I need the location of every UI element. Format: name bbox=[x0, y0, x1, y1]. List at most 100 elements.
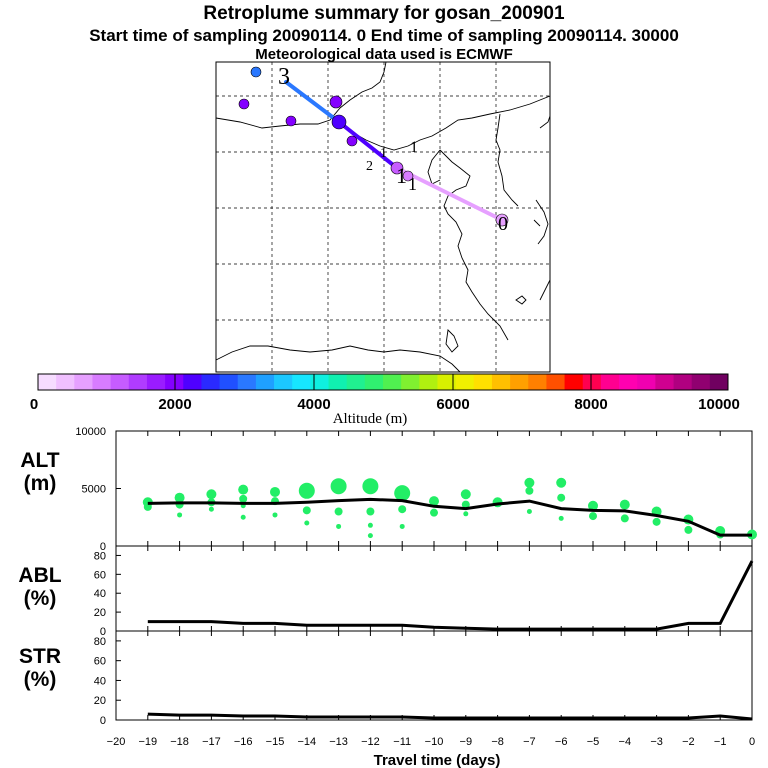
x-tick-label: −3 bbox=[650, 736, 663, 748]
altitude-point bbox=[652, 517, 661, 526]
abl-panel-label: ABL (%) bbox=[18, 564, 61, 610]
altitude-point bbox=[367, 533, 373, 539]
x-tick-label: −14 bbox=[297, 736, 316, 748]
trajectory-marker bbox=[329, 95, 343, 109]
colorbar-swatch bbox=[237, 374, 257, 390]
trajectory-marker bbox=[250, 66, 262, 78]
y-tick-label: 60 bbox=[94, 569, 106, 581]
y-tick-label: 80 bbox=[94, 550, 106, 562]
altitude-point bbox=[174, 492, 185, 503]
y-tick-label: 40 bbox=[94, 675, 106, 687]
colorbar-tick-label: 0 bbox=[30, 396, 38, 413]
colorbar-swatch bbox=[274, 374, 293, 390]
colorbar-swatch bbox=[419, 374, 438, 390]
trajectory-marker bbox=[346, 135, 358, 147]
chart-title: Retroplume summary for gosan_200901 bbox=[203, 3, 565, 24]
altitude-point bbox=[366, 507, 375, 516]
altitude-point bbox=[398, 505, 407, 514]
trajectory-marker bbox=[390, 161, 404, 175]
colorbar-swatch bbox=[201, 374, 220, 390]
altitude-point bbox=[588, 500, 598, 511]
x-tick-label: 0 bbox=[749, 736, 755, 748]
trajectory-day-label: 0 bbox=[498, 213, 508, 235]
altitude-point bbox=[367, 522, 373, 528]
x-tick-label: −9 bbox=[460, 736, 473, 748]
altitude-point bbox=[460, 489, 471, 500]
altitude-colorbar bbox=[37, 373, 729, 391]
trajectory-day-label: 1 bbox=[410, 139, 418, 156]
trajectory-marker bbox=[331, 114, 347, 130]
colorbar-swatch bbox=[655, 374, 674, 390]
alt-panel-label: ALT (m) bbox=[20, 449, 59, 495]
altitude-point bbox=[557, 493, 566, 502]
trajectory-day-label: 2 bbox=[366, 159, 373, 174]
x-tick-label: −20 bbox=[107, 736, 126, 748]
abl-line bbox=[147, 560, 754, 631]
trajectory-marker bbox=[402, 170, 414, 182]
met-data-text: Meteorological data used is ECMWF bbox=[255, 46, 513, 63]
abl-panel: 0 20 40 60 80 bbox=[94, 546, 754, 638]
x-tick-label: −16 bbox=[234, 736, 253, 748]
colorbar-swatch bbox=[691, 374, 711, 390]
colorbar-title: Altitude (m) bbox=[333, 411, 408, 427]
str-panel: 0 20 40 60 80 bbox=[94, 631, 753, 727]
x-tick-label: −2 bbox=[682, 736, 695, 748]
trajectory-marker bbox=[238, 98, 250, 110]
y-tick-label: 10000 bbox=[75, 426, 106, 438]
colorbar-swatch bbox=[619, 374, 638, 390]
colorbar-swatch bbox=[600, 374, 620, 390]
alt-panel-frame bbox=[115, 430, 753, 547]
x-tick-label: −1 bbox=[714, 736, 727, 748]
altitude-point bbox=[206, 489, 217, 500]
trajectory-day-label: 3 bbox=[278, 64, 290, 90]
str-panel-label: STR (%) bbox=[19, 645, 61, 691]
x-tick-label: −6 bbox=[555, 736, 568, 748]
altitude-point bbox=[239, 494, 248, 503]
colorbar-swatch bbox=[146, 374, 166, 390]
trajectory-markers bbox=[238, 66, 509, 227]
colorbar-swatch bbox=[292, 374, 311, 390]
y-tick-label: 0 bbox=[100, 715, 106, 727]
trajectory-segment bbox=[284, 80, 341, 124]
altitude-point bbox=[619, 499, 630, 510]
altitude-point bbox=[240, 514, 246, 520]
altitude-point bbox=[298, 482, 315, 499]
str-line bbox=[147, 712, 753, 721]
trajectory-marker bbox=[285, 115, 297, 127]
colorbar-tick-label: 8000 bbox=[574, 396, 607, 413]
trajectory-labels: 3 1 1 2 1 1 0 bbox=[278, 64, 508, 235]
altitude-point bbox=[238, 484, 249, 495]
trajectory-day-label: 1 bbox=[396, 163, 407, 188]
altitude-point bbox=[336, 523, 342, 529]
colorbar-swatch bbox=[255, 374, 275, 390]
x-axis-title: Travel time (days) bbox=[374, 752, 501, 768]
colorbar-swatch bbox=[455, 374, 475, 390]
colorbar-swatch bbox=[128, 374, 148, 390]
altitude-point bbox=[302, 506, 311, 515]
coastlines bbox=[215, 61, 551, 373]
altitude-point bbox=[589, 512, 597, 521]
colorbar-swatch bbox=[346, 374, 366, 390]
y-tick-label: 5000 bbox=[82, 484, 106, 496]
colorbar-swatch bbox=[165, 374, 184, 390]
colorbar-tick-label: 2000 bbox=[158, 396, 191, 413]
x-tick-label: −4 bbox=[619, 736, 632, 748]
trajectory-path bbox=[284, 80, 504, 222]
trajectory-day-label: 1 bbox=[380, 146, 387, 161]
colorbar-swatch bbox=[364, 374, 384, 390]
colorbar-tick-label: 10000 bbox=[698, 396, 740, 413]
trajectory-marker bbox=[495, 213, 509, 227]
x-tick-label: −11 bbox=[393, 736, 411, 748]
colorbar-swatch bbox=[56, 374, 75, 390]
alt-panel: 0 5000 10000 bbox=[75, 426, 757, 553]
colorbar-swatch bbox=[528, 374, 547, 390]
colorbar-tick-label: 6000 bbox=[436, 396, 469, 413]
colorbar-swatch bbox=[709, 374, 729, 390]
altitude-point bbox=[304, 520, 310, 526]
colorbar-swatch bbox=[582, 374, 602, 390]
x-tick-label: −8 bbox=[491, 736, 504, 748]
y-tick-label: 80 bbox=[94, 636, 106, 648]
altitude-point bbox=[558, 515, 564, 521]
altitude-point bbox=[461, 500, 470, 509]
altitude-point bbox=[143, 502, 152, 511]
